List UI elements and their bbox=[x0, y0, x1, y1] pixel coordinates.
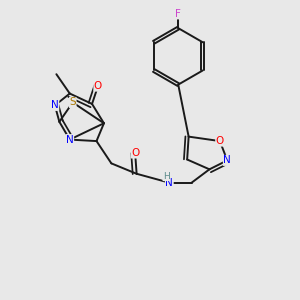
Text: N: N bbox=[165, 178, 173, 188]
Text: N: N bbox=[51, 100, 59, 110]
Text: O: O bbox=[216, 136, 224, 146]
Text: H: H bbox=[163, 172, 170, 181]
Text: F: F bbox=[175, 9, 181, 19]
Text: O: O bbox=[94, 81, 102, 91]
Text: S: S bbox=[69, 98, 76, 107]
Text: O: O bbox=[131, 148, 139, 158]
Text: N: N bbox=[66, 135, 74, 145]
Text: N: N bbox=[224, 155, 231, 165]
